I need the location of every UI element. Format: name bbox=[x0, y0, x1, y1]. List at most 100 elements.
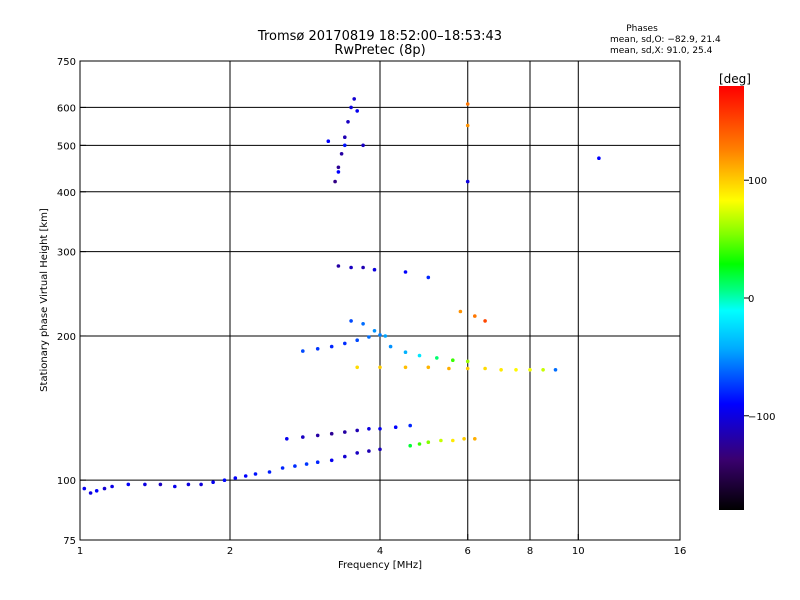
x-tick-label: 2 bbox=[227, 546, 233, 557]
data-point bbox=[233, 476, 238, 480]
y-tick-label: 100 bbox=[57, 476, 76, 487]
data-point bbox=[403, 350, 408, 355]
data-point bbox=[388, 344, 393, 349]
data-point bbox=[280, 466, 285, 470]
x-tick-label: 6 bbox=[465, 546, 471, 557]
data-point bbox=[333, 179, 337, 184]
data-point bbox=[329, 344, 334, 349]
data-point bbox=[173, 484, 177, 489]
data-point bbox=[343, 454, 347, 459]
x-tick-label: 4 bbox=[377, 546, 383, 557]
data-point bbox=[355, 109, 360, 113]
data-point bbox=[361, 322, 365, 326]
phase-info-o: mean, sd,O: −82.9, 21.4 bbox=[610, 35, 721, 45]
phase-info-title: Phases bbox=[626, 24, 658, 34]
data-point bbox=[243, 474, 248, 478]
data-point bbox=[88, 491, 93, 495]
data-point bbox=[393, 425, 398, 430]
data-point bbox=[361, 143, 365, 148]
data-point bbox=[367, 335, 371, 339]
data-point bbox=[126, 482, 131, 487]
data-point bbox=[349, 265, 353, 270]
data-point bbox=[372, 267, 377, 272]
y-tick-label: 75 bbox=[63, 536, 76, 547]
chart-title: Tromsø 20170819 18:52:00–18:53:43 bbox=[257, 29, 502, 44]
data-point bbox=[408, 423, 413, 428]
data-point bbox=[447, 366, 451, 371]
data-point bbox=[473, 437, 477, 441]
data-point bbox=[110, 484, 114, 489]
data-point bbox=[378, 365, 382, 370]
data-point bbox=[102, 486, 107, 491]
x-axis-label: Frequency [MHz] bbox=[338, 560, 422, 571]
data-point bbox=[451, 438, 455, 443]
data-point bbox=[186, 482, 191, 487]
colorbar-label: [deg] bbox=[719, 72, 751, 86]
data-point bbox=[343, 143, 347, 148]
data-point bbox=[465, 102, 470, 106]
data-point bbox=[426, 275, 431, 280]
chart-subtitle: RwPretec (8p) bbox=[334, 43, 425, 58]
data-point bbox=[439, 438, 443, 443]
data-point bbox=[541, 368, 545, 372]
data-point bbox=[367, 427, 371, 431]
data-point bbox=[329, 431, 334, 436]
data-point bbox=[403, 365, 408, 370]
data-point bbox=[301, 435, 305, 439]
data-point bbox=[329, 458, 334, 463]
data-point bbox=[349, 105, 353, 110]
data-point bbox=[426, 365, 431, 370]
data-point bbox=[304, 462, 309, 466]
data-point bbox=[355, 365, 360, 370]
x-tick-label: 1 bbox=[77, 546, 83, 557]
y-tick-label: 300 bbox=[57, 248, 76, 259]
data-point bbox=[514, 368, 518, 372]
data-point bbox=[143, 482, 147, 487]
data-point bbox=[293, 464, 297, 468]
data-point bbox=[528, 368, 532, 372]
data-point bbox=[473, 314, 477, 318]
data-points bbox=[82, 97, 601, 495]
data-point bbox=[367, 449, 371, 453]
data-point bbox=[343, 430, 347, 434]
data-point bbox=[553, 368, 558, 372]
data-point bbox=[483, 319, 487, 323]
data-point bbox=[383, 334, 388, 338]
colorbar bbox=[719, 86, 744, 510]
data-point bbox=[403, 270, 408, 274]
data-point bbox=[483, 366, 487, 371]
data-point bbox=[339, 152, 344, 156]
data-point bbox=[355, 428, 360, 433]
y-tick-label: 500 bbox=[57, 141, 76, 152]
data-point bbox=[499, 368, 503, 372]
data-point bbox=[326, 139, 331, 143]
data-point bbox=[378, 427, 382, 431]
x-tick-label: 8 bbox=[527, 546, 533, 557]
data-point bbox=[315, 433, 320, 438]
data-point bbox=[343, 341, 347, 346]
data-point bbox=[426, 440, 431, 445]
phase-info-x: mean, sd,X: 91.0, 25.4 bbox=[610, 46, 713, 56]
colorbar-tick-label: −100 bbox=[748, 412, 775, 423]
data-point bbox=[336, 170, 341, 174]
data-point bbox=[462, 437, 466, 441]
data-point bbox=[465, 179, 470, 184]
data-point bbox=[378, 333, 382, 337]
data-point bbox=[451, 358, 455, 363]
data-point bbox=[355, 451, 360, 455]
colorbar-tick-label: 100 bbox=[748, 176, 767, 187]
data-point bbox=[336, 264, 341, 268]
data-point bbox=[465, 123, 470, 128]
data-point bbox=[315, 347, 320, 351]
data-point bbox=[465, 366, 470, 371]
y-tick-label: 200 bbox=[57, 332, 76, 343]
y-tick-label: 750 bbox=[57, 57, 76, 68]
data-point bbox=[361, 265, 365, 270]
data-point bbox=[458, 309, 463, 314]
axis-ticks: 1 2 4 6 8 10 16 75 100 200 300 400 500 600 750 bbox=[57, 57, 686, 557]
y-tick-label: 600 bbox=[57, 103, 76, 114]
data-point bbox=[435, 356, 439, 360]
data-point bbox=[315, 460, 320, 465]
data-point bbox=[417, 442, 422, 446]
